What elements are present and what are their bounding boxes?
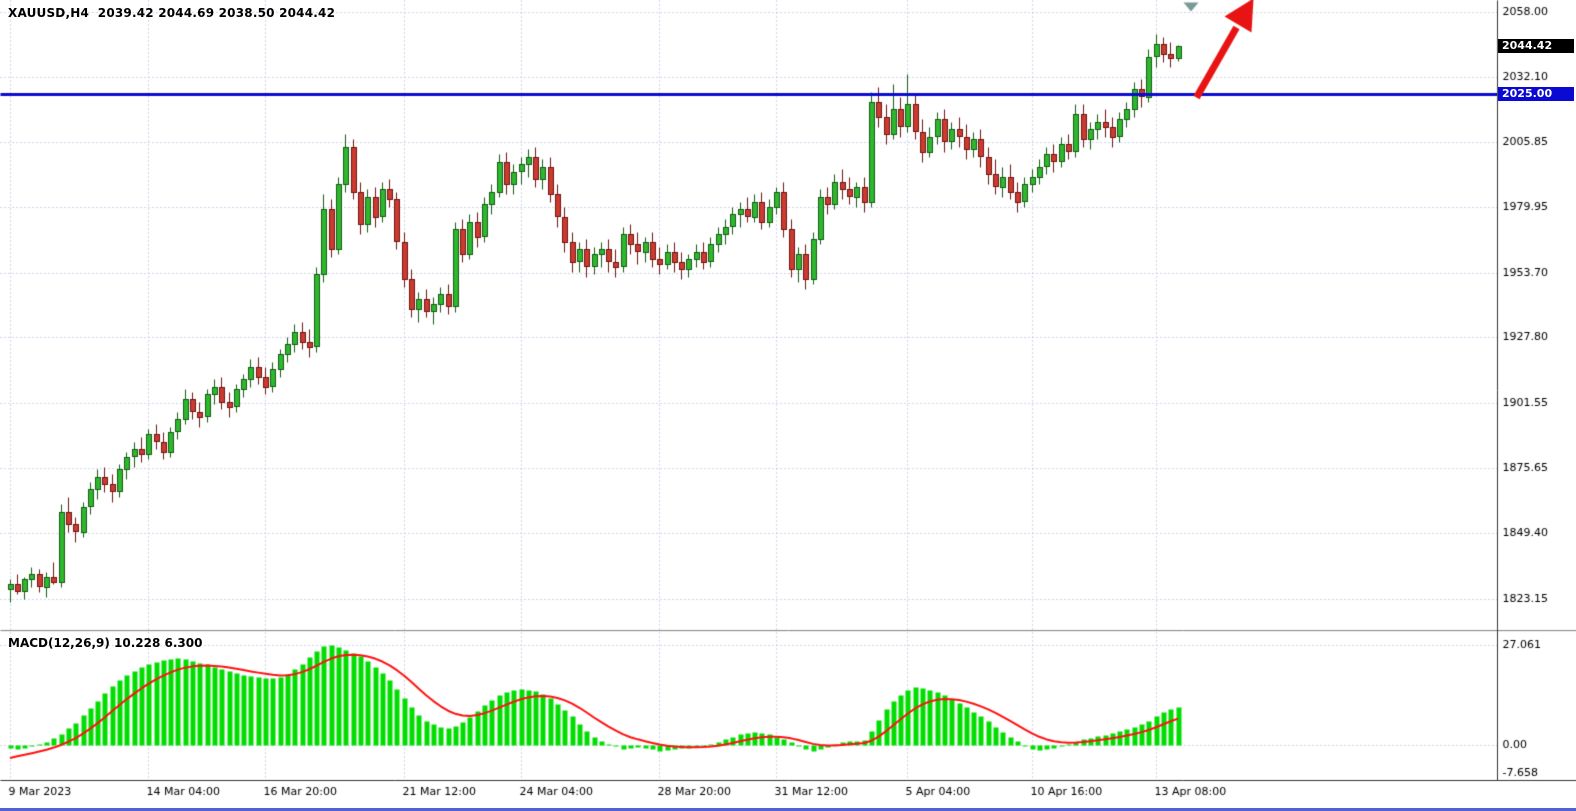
window-bottom-edge (0, 808, 1576, 811)
hline-price-tag[interactable]: 2025.00 (1498, 87, 1574, 101)
macd-indicator-label: MACD(12,26,9) 10.228 6.300 (8, 636, 203, 650)
current-price-tag: 2044.42 (1498, 39, 1574, 53)
symbol-ohlc-header: XAUUSD,H4 2039.42 2044.69 2038.50 2044.4… (8, 6, 336, 20)
